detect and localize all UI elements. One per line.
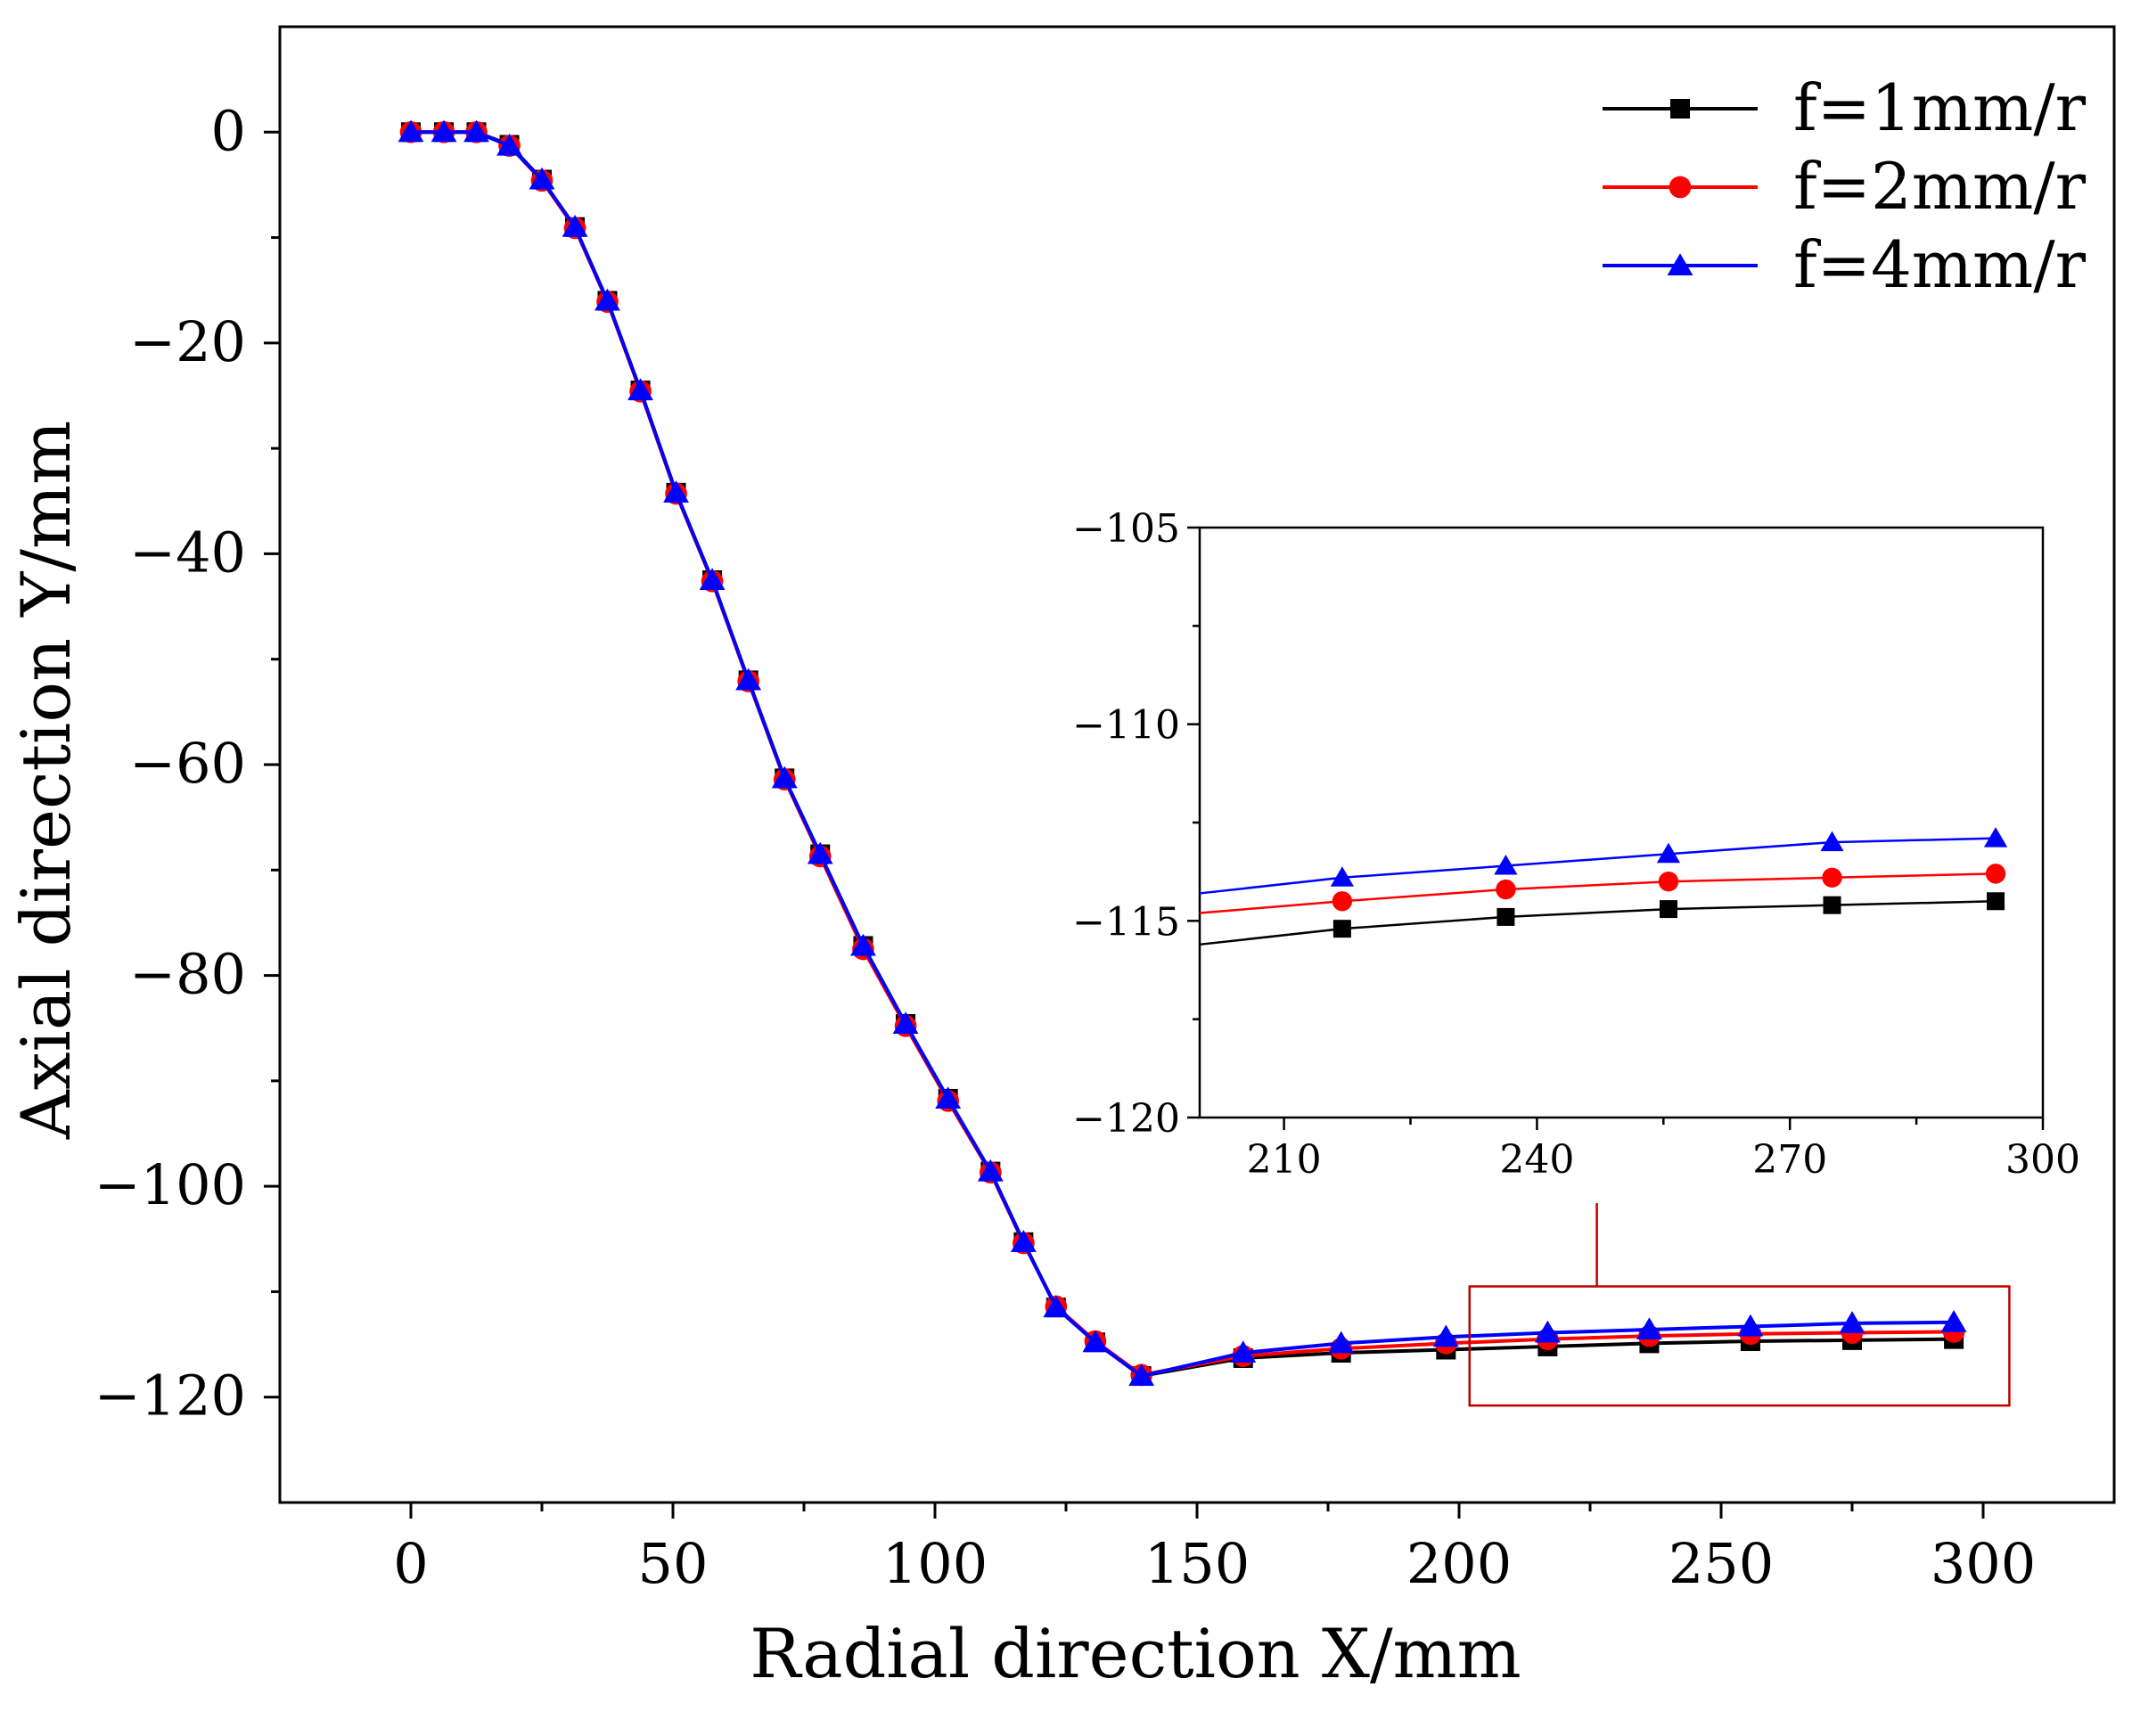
x-tick-label: 300 <box>1931 1531 2036 1596</box>
data-point-triangle <box>663 480 689 503</box>
data-point-triangle <box>1082 1330 1109 1353</box>
y-tick-label: −80 <box>129 942 246 1007</box>
data-point-circle <box>1985 864 2006 884</box>
data-point-triangle <box>1983 827 2008 848</box>
data-point-triangle <box>1494 855 1518 875</box>
zoom-connector <box>1468 1203 2011 1407</box>
y-tick-label: 0 <box>211 98 246 163</box>
data-point-triangle <box>699 568 726 590</box>
inset-x-tick-label: 300 <box>2005 1137 2080 1183</box>
data-point-square <box>1496 907 1515 926</box>
inset-y-tick-label: −110 <box>1072 703 1180 749</box>
y-tick-label: −40 <box>129 520 246 585</box>
data-point-triangle <box>850 933 876 956</box>
legend-item: f=1mm/r <box>1603 70 2087 145</box>
data-point-triangle <box>496 133 522 156</box>
data-point-triangle <box>430 119 457 143</box>
x-tick-label: 200 <box>1406 1531 1512 1596</box>
y-tick-label: −100 <box>94 1152 246 1217</box>
data-point-circle <box>1669 176 1692 199</box>
x-tick-label: 250 <box>1669 1531 1774 1596</box>
inset-series-f=1mm/r <box>1199 892 2005 946</box>
data-point-square <box>1659 900 1677 919</box>
data-point-triangle <box>1328 1331 1355 1354</box>
data-point-triangle <box>735 667 762 691</box>
inset-x-tick-label: 210 <box>1247 1137 1322 1183</box>
data-point-triangle <box>807 841 833 864</box>
data-point-triangle <box>562 214 588 237</box>
data-point-triangle <box>1230 1340 1257 1363</box>
data-point-triangle <box>529 167 555 190</box>
data-point-triangle <box>627 378 653 401</box>
x-tick-label: 0 <box>393 1531 428 1596</box>
data-point-triangle <box>1043 1295 1070 1318</box>
zoom-highlight-box <box>1468 1285 2011 1407</box>
series-f=4mm/r <box>398 119 1967 1387</box>
inset-y-tick-label: −105 <box>1072 506 1180 552</box>
legend-label: f=1mm/r <box>1793 70 2087 145</box>
data-point-square <box>1332 920 1351 938</box>
data-point-triangle <box>977 1159 1004 1182</box>
data-point-circle <box>1332 891 1353 912</box>
data-point-triangle <box>1010 1230 1037 1252</box>
data-point-circle <box>1496 879 1516 900</box>
inset-series-f=2mm/r <box>1199 864 2006 914</box>
inset-x-tick-label: 270 <box>1752 1137 1827 1183</box>
x-tick-label: 100 <box>882 1531 988 1596</box>
data-point-triangle <box>1128 1363 1155 1387</box>
data-point-triangle <box>398 119 424 143</box>
inset-series-line <box>1199 872 1997 914</box>
data-point-triangle <box>1839 1311 1866 1333</box>
data-point-triangle <box>1940 1309 1967 1332</box>
data-point-triangle <box>1432 1324 1459 1347</box>
inset-y-tick-label: −120 <box>1072 1096 1180 1142</box>
data-point-triangle <box>1534 1320 1561 1343</box>
data-point-triangle <box>594 288 620 311</box>
data-point-triangle <box>892 1011 919 1034</box>
inset-y-tick-label: −115 <box>1072 899 1180 945</box>
legend-label: f=4mm/r <box>1793 227 2087 302</box>
inset-series-line <box>1199 837 1997 895</box>
y-tick-label: −120 <box>94 1363 246 1429</box>
data-point-triangle <box>771 766 798 789</box>
legend: f=1mm/rf=2mm/rf=4mm/r <box>1603 70 2087 302</box>
y-tick-label: −60 <box>129 731 246 796</box>
x-tick-label: 150 <box>1144 1531 1250 1596</box>
data-point-square <box>1987 892 2005 911</box>
y-tick-label: −20 <box>129 309 246 374</box>
legend-label: f=2mm/r <box>1793 149 2087 224</box>
data-point-triangle <box>1737 1314 1764 1337</box>
data-point-triangle <box>1330 866 1354 887</box>
inset-series-line <box>1199 900 1997 946</box>
inset-series-f=4mm/r <box>1199 827 2008 895</box>
legend-item: f=4mm/r <box>1603 227 2087 302</box>
data-point-triangle <box>1656 842 1681 864</box>
inset-frame <box>1198 526 2045 1119</box>
data-point-circle <box>1822 867 1842 888</box>
data-point-triangle <box>463 119 489 143</box>
data-point-square <box>1670 99 1690 119</box>
data-point-circle <box>1658 872 1679 892</box>
data-point-triangle <box>1636 1317 1662 1340</box>
inset-plot: 210 240 270 300 −105 −110 −115 −120 <box>1072 506 2080 1183</box>
y-axis-label: Axial direction Y/mm <box>6 421 86 1140</box>
data-point-triangle <box>1667 253 1693 275</box>
x-tick-label: 50 <box>638 1531 709 1596</box>
data-point-triangle <box>1820 831 1844 852</box>
legend-item: f=2mm/r <box>1603 149 2087 224</box>
main-plot: 0 50 100 150 200 250 300 0 −20 −40 −60 −80 −100 −120 <box>94 25 2116 1596</box>
x-axis-label: Radial direction X/mm <box>750 1614 1521 1693</box>
data-point-square <box>1823 896 1841 914</box>
inset-x-tick-label: 240 <box>1499 1137 1574 1183</box>
data-point-triangle <box>935 1086 962 1109</box>
